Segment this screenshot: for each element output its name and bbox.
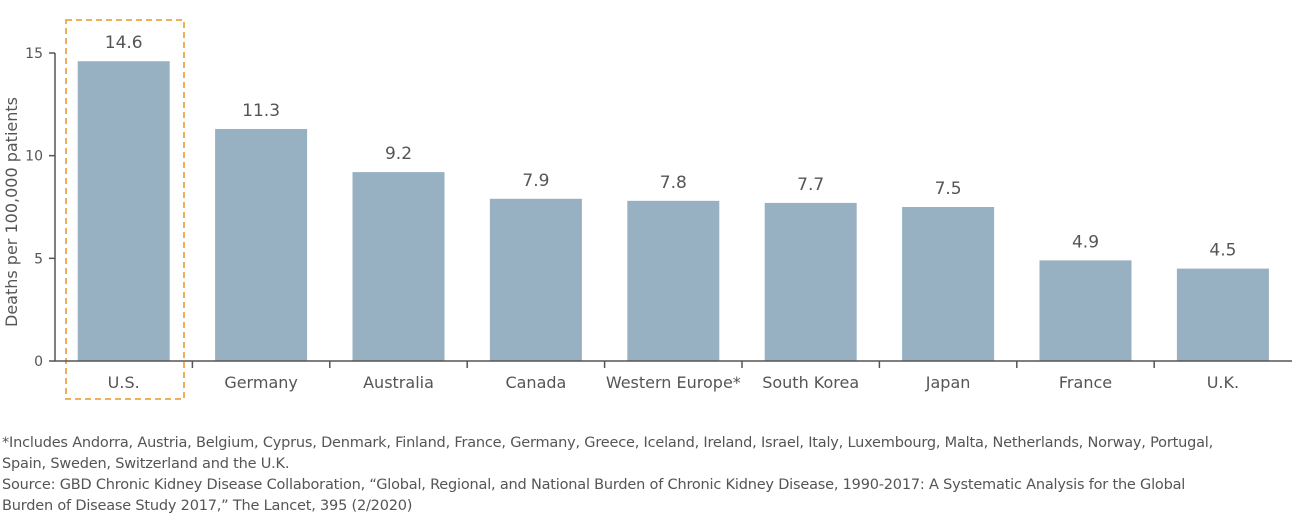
x-tick-label: U.K. xyxy=(1207,373,1239,392)
data-label: 14.6 xyxy=(105,33,143,53)
bar xyxy=(352,172,445,361)
x-tick-label: France xyxy=(1059,373,1112,392)
x-tick-label: South Korea xyxy=(762,373,859,392)
data-label: 7.8 xyxy=(660,173,687,193)
x-tick-label: Japan xyxy=(925,373,971,392)
y-tick-label: 0 xyxy=(34,354,43,370)
y-tick-label: 10 xyxy=(25,149,43,165)
bar xyxy=(1176,268,1269,361)
y-axis-label: Deaths per 100,000 patients xyxy=(2,97,21,327)
data-label: 9.2 xyxy=(385,144,412,164)
x-tick-label: Western Europe* xyxy=(606,373,741,392)
bar-chart: 0 5 10 15 Deaths per 100,000 patients 14.6 U.S… xyxy=(2,19,1292,400)
footnote-note-line-1: *Includes Andorra, Austria, Belgium, Cyp… xyxy=(2,435,1213,451)
footnote-source-line-1: Source: GBD Chronic Kidney Disease Colla… xyxy=(2,477,1186,493)
bar xyxy=(902,207,995,361)
bar xyxy=(215,128,308,361)
footnote-note: *Includes Andorra, Austria, Belgium, Cyp… xyxy=(2,433,1213,517)
data-label: 4.9 xyxy=(1072,232,1099,252)
footnote-source-line-2: Burden of Disease Study 2017,” The Lance… xyxy=(2,498,413,514)
y-tick-label: 15 xyxy=(25,46,43,62)
bar xyxy=(77,61,170,362)
footnote-note-line-2: Spain, Sweden, Switzerland and the U.K. xyxy=(2,456,290,472)
highlight-box xyxy=(65,19,185,400)
bar xyxy=(627,200,720,361)
x-tick-label: Germany xyxy=(224,373,298,392)
x-tick-label: Australia xyxy=(363,373,434,392)
y-tick-label: 5 xyxy=(34,251,43,267)
data-label: 4.5 xyxy=(1209,241,1236,261)
data-label: 7.9 xyxy=(522,171,549,191)
data-label: 7.5 xyxy=(935,179,962,199)
x-tick-label: Canada xyxy=(505,373,566,392)
data-label: 7.7 xyxy=(797,175,824,195)
bar xyxy=(1039,260,1132,361)
bar xyxy=(489,198,582,361)
x-tick-label: U.S. xyxy=(108,373,140,392)
bar xyxy=(764,202,857,361)
data-label: 11.3 xyxy=(242,101,280,121)
